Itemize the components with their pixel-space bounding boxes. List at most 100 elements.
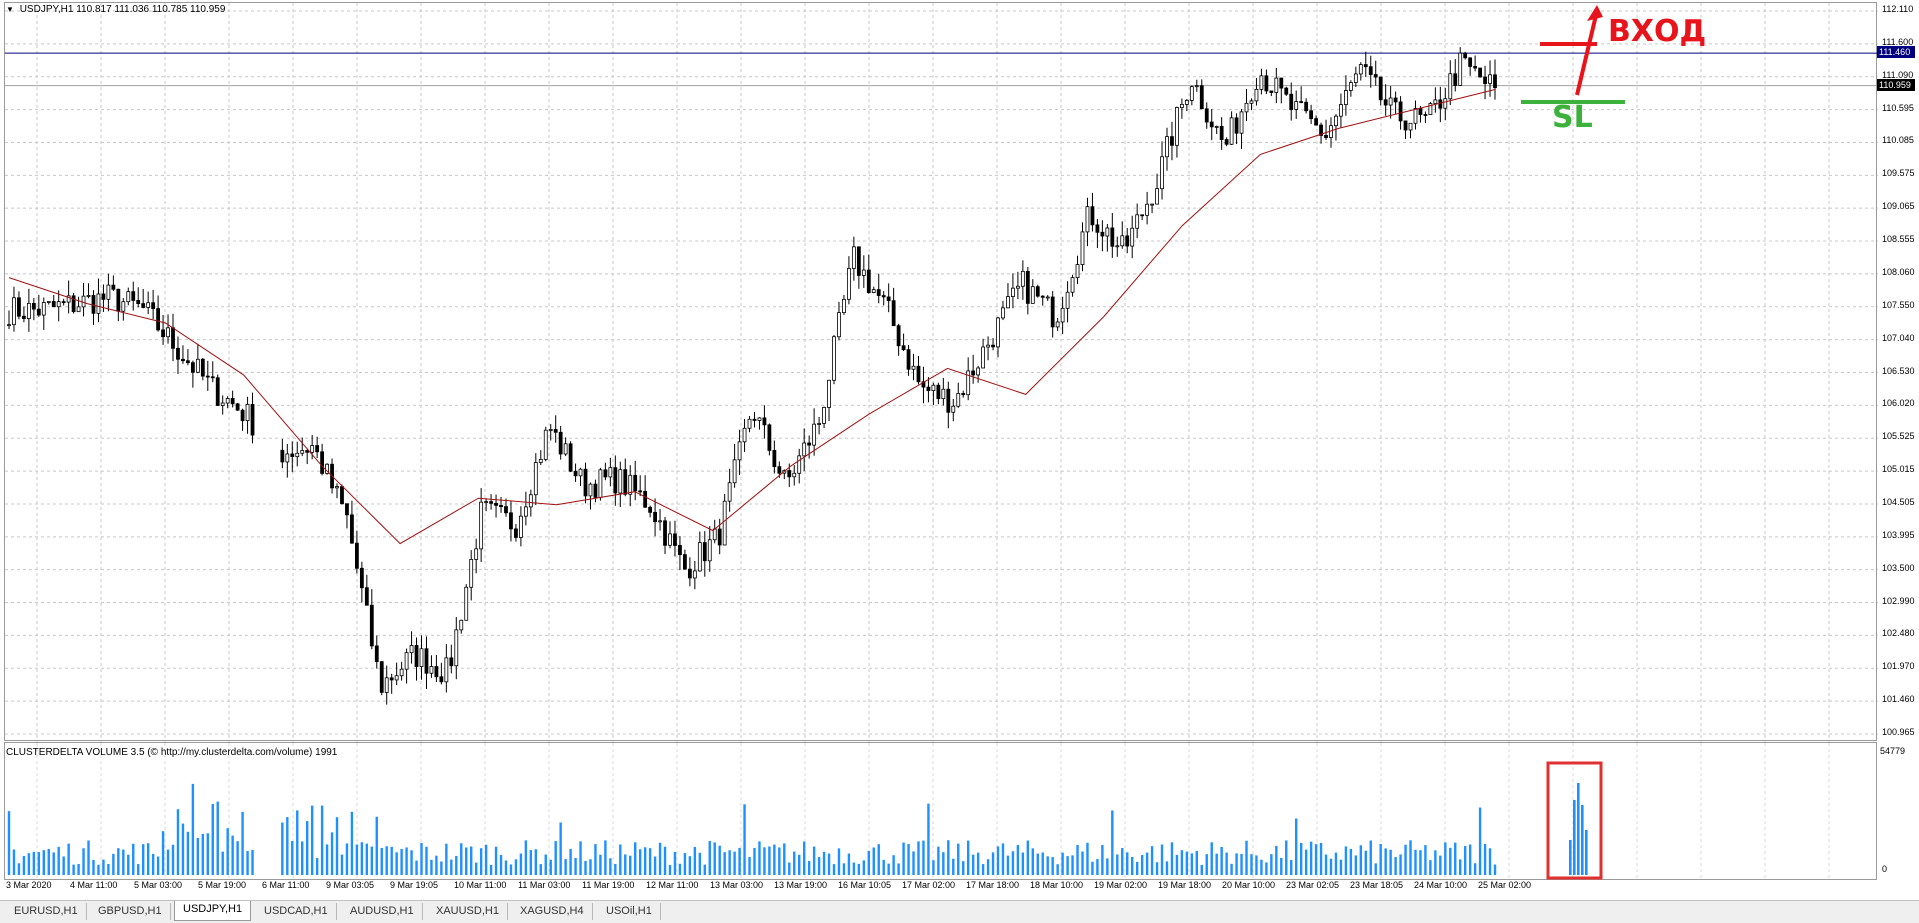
candle-body [1115,245,1120,248]
volume-bar [648,848,652,875]
volume-bar [440,861,443,875]
candle-body [1264,75,1269,92]
candle-body [1179,103,1184,108]
time-tick-label: 9 Mar 03:05 [326,880,375,890]
candle-body [350,514,354,544]
candle-body [12,297,16,326]
tab-xagusd[interactable]: XAGUSD,H4 [512,903,593,920]
candle-body [1214,126,1219,128]
candle-body [484,501,489,503]
candle-body [668,533,672,546]
volume-bar [862,860,866,875]
highlight-volume-bar [1569,840,1572,875]
candle-body [7,324,11,327]
volume-bar [688,856,692,875]
candle-body [310,445,315,453]
volume-bar [534,849,538,875]
entry-annotation[interactable]: ВХОД [1608,14,1707,49]
volume-bar [962,861,965,875]
volume-bar [1389,849,1392,875]
volume-indicator-panel[interactable] [4,742,1878,881]
volume-bar [1021,852,1025,875]
volume-bar [305,821,309,875]
candle-body [757,417,762,421]
candle-body [603,469,608,478]
volume-bar [1399,854,1402,875]
candle-body [141,303,146,308]
volume-bar [1444,842,1447,875]
volume-bar [400,848,403,875]
volume-bar [37,852,41,875]
candle-body [116,288,121,312]
candle-body [1130,227,1135,247]
volume-bar [842,863,846,875]
volume-bar [1270,854,1273,875]
volume-chart-svg[interactable] [5,743,1878,881]
tab-xauusd[interactable]: XAUUSD,H1 [428,903,508,920]
candle-body [1170,136,1174,146]
volume-bar [673,851,677,875]
candle-body [563,443,568,455]
volume-bar [773,844,776,875]
candle-body [1289,93,1294,110]
volume-bar [410,850,413,875]
collapse-triangle-icon[interactable]: ▼ [6,5,14,14]
volume-bar [996,846,1000,875]
volume-bar [335,817,339,875]
candle-body [1408,122,1413,131]
volume-bar [1220,846,1223,875]
candle-body [379,661,384,693]
volume-bar [430,859,433,875]
price-tick-label: 100.965 [1882,727,1915,737]
volume-bar [574,857,577,875]
volume-bar [1364,850,1367,875]
volume-bar [325,844,329,875]
volume-bar [524,840,528,875]
candle-body [578,468,583,477]
tab-usdcad[interactable]: USDCAD,H1 [256,903,337,920]
volume-bar [32,851,36,875]
candle-body [1403,120,1408,131]
tab-gbpusd[interactable]: GBPUSD,H1 [90,903,171,920]
price-tick-label: 105.525 [1882,431,1915,442]
volume-bar [186,831,190,875]
candle-body [901,345,906,351]
stop-loss-annotation[interactable]: SL [1552,100,1593,135]
candle-body [787,470,792,478]
tab-eurusd[interactable]: EURUSD,H1 [6,903,87,920]
candle-body [986,344,990,348]
candle-body [1423,114,1428,116]
tab-usdjpy[interactable]: USDJPY,H1 [174,901,252,921]
volume-max-label: 54779 [1880,746,1906,756]
volume-bars-group [7,783,1588,875]
candle-body [1418,108,1423,115]
chart-ohlc: 110.817 111.036 110.785 110.959 [76,4,226,15]
volume-bar [206,833,209,875]
volume-bar [1190,853,1194,875]
volume-bar [315,858,319,875]
price-chart-panel[interactable] [4,2,1878,742]
tab-audusd[interactable]: AUDUSD,H1 [342,903,423,920]
candle-body [543,429,548,460]
candle-body [230,398,235,405]
candle-body [797,455,802,474]
volume-bar [559,822,562,875]
volume-bar [1473,863,1477,875]
volume-bar [1334,852,1338,875]
volume-bar [494,846,498,875]
volume-bar [112,853,115,875]
time-tick-label: 23 Mar 02:05 [1286,880,1340,890]
candle-body [200,358,205,377]
volume-bar [1414,849,1417,875]
candle-body [131,291,136,301]
candle-body [767,424,772,451]
tab-usoil[interactable]: USOil,H1 [598,903,661,920]
volume-bar [1290,859,1293,875]
volume-bar [783,843,786,875]
candle-body [648,506,653,513]
price-chart-svg[interactable] [5,3,1878,742]
candle-body [171,327,175,349]
volume-bar [539,864,542,875]
volume-bar [698,852,702,875]
volume-bar [1424,845,1427,875]
